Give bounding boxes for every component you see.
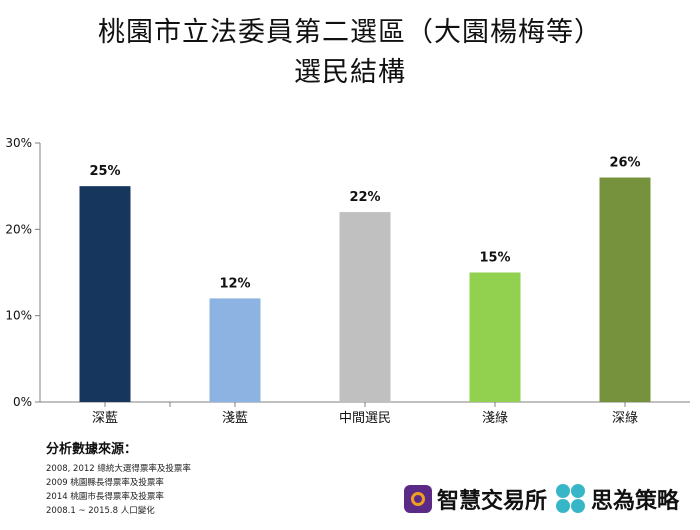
source-line: 2008, 2012 總統大選得票率及投票率 [46, 464, 191, 474]
x-tick-label: 深綠 [612, 411, 638, 426]
data-label: 26% [609, 156, 640, 171]
data-label: 15% [479, 251, 510, 266]
x-tick-label: 淺藍 [222, 411, 248, 426]
bar [339, 212, 391, 402]
siwei-logo-icon [556, 484, 586, 514]
y-tick-label: 20% [5, 222, 32, 236]
source-line: 2008.1 ~ 2015.8 人口變化 [46, 506, 155, 516]
chart-title-line1: 桃園市立法委員第二選區（大園楊梅等） [98, 17, 602, 48]
brand-siwei: 思為策略 [556, 482, 679, 516]
brand-zhihui: 智慧交易所 [404, 482, 547, 516]
bar [209, 298, 261, 402]
data-label: 25% [89, 164, 120, 179]
bar [469, 272, 521, 402]
source-line: 2014 桃園市長得票率及投票率 [46, 492, 164, 502]
brand-siwei-name: 思為策略 [591, 489, 680, 514]
y-tick-label: 30% [5, 136, 32, 150]
y-tick-label: 10% [5, 309, 32, 323]
source-heading: 分析數據來源： [46, 442, 138, 457]
bar [599, 177, 651, 402]
data-label: 12% [219, 276, 250, 291]
data-label: 22% [349, 190, 380, 205]
zhihui-logo-icon [404, 485, 432, 513]
x-tick-label: 淺綠 [482, 411, 508, 426]
brand-zhihui-name: 智慧交易所 [437, 489, 548, 514]
x-tick-label: 中間選民 [339, 411, 391, 426]
y-tick-label: 0% [13, 395, 32, 409]
source-line: 2009 桃園縣長得票率及投票率 [46, 478, 164, 488]
x-tick-label: 深藍 [92, 411, 118, 426]
bar [79, 186, 131, 402]
chart-title-line2: 選民結構 [294, 57, 406, 88]
